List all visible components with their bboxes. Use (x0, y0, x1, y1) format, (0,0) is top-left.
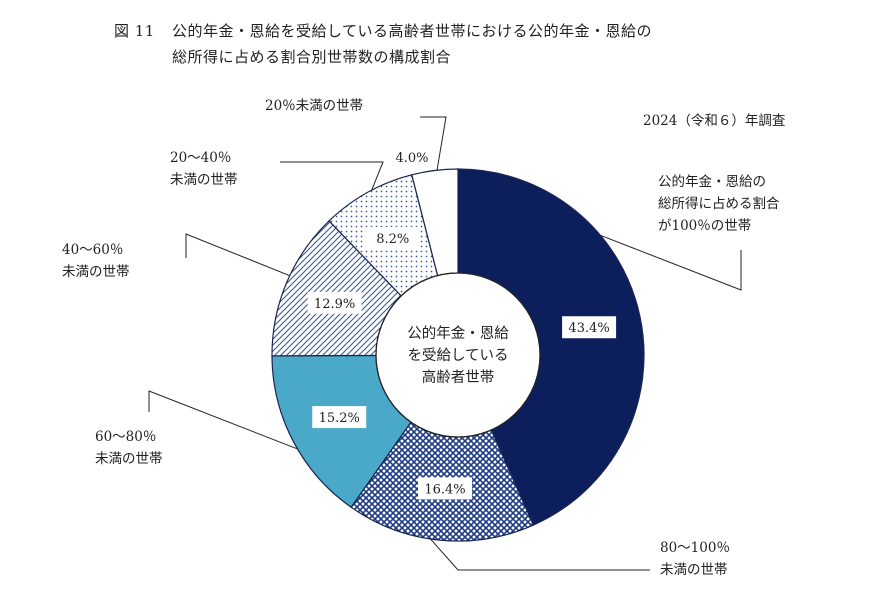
leader-lines (148, 116, 742, 571)
value-label-3: 12.9% (314, 297, 355, 312)
center-label: 公的年金・恩給を受給している高齢者世帯 (407, 325, 509, 386)
value-label-box-3 (307, 291, 362, 314)
leader-line-1 (430, 538, 650, 571)
category-label-1: 80～100％ 未満の世帯 (660, 540, 730, 578)
category-labels: 公的年金・恩給の総所得に占める割合が100％の世帯80～100％未満の世帯60～… (62, 98, 780, 578)
leader-line-4 (280, 161, 384, 191)
value-label-0: 43.4% (568, 321, 609, 336)
value-label-box-0 (562, 316, 617, 339)
category-label-4: 20～40％ 未満の世帯 (170, 150, 238, 188)
value-label-box-4 (365, 226, 420, 249)
leader-line-0 (600, 234, 742, 291)
leader-line-5 (420, 116, 447, 171)
figure-title-line-2: 総所得に占める割合別世帯数の構成割合 (172, 48, 451, 66)
category-label-2: 60～80％ 未満の世帯 (95, 429, 163, 467)
figure-title-line-1: 公的年金・恩給を受給している高齢者世帯における公的年金・恩給の (172, 22, 652, 40)
value-label-4: 8.2% (376, 232, 409, 247)
leader-line-2 (148, 390, 298, 450)
value-label-box-2 (312, 406, 367, 429)
category-label-2-line-1: 未満の世帯 (95, 451, 163, 467)
category-label-0-line-2: が100％の世帯 (658, 218, 751, 234)
center-label-line-2: 高齢者世帯 (422, 369, 495, 386)
value-label-box-1 (417, 477, 472, 500)
survey-note: 2024（令和６）年調査 (643, 113, 786, 129)
leader-line-3 (185, 233, 290, 277)
category-label-3-line-0: 40～60％ (62, 242, 123, 258)
category-label-5-line-0: 20％未満の世帯 (265, 98, 363, 114)
category-label-0: 公的年金・恩給の総所得に占める割合が100％の世帯 (658, 174, 780, 234)
category-label-4-line-0: 20～40％ (170, 150, 231, 166)
category-label-4-line-1: 未満の世帯 (170, 172, 238, 188)
category-label-5: 20％未満の世帯 (265, 98, 363, 114)
category-label-3: 40～60％ 未満の世帯 (62, 242, 130, 280)
value-labels: 43.4% 16.4% 15.2% 12.9% 8.2% 4.0% (307, 151, 617, 500)
category-label-1-line-1: 未満の世帯 (660, 562, 728, 578)
category-label-2-line-0: 60～80％ (95, 429, 156, 445)
category-label-1-line-0: 80～100％ (660, 540, 730, 556)
category-label-0-line-1: 総所得に占める割合 (658, 195, 780, 212)
center-label-line-1: を受給している (407, 347, 508, 364)
value-label-2: 15.2% (319, 411, 360, 426)
figure-number: 図 11 (114, 22, 155, 40)
category-label-0-line-0: 公的年金・恩給の (658, 174, 766, 190)
category-label-3-line-1: 未満の世帯 (62, 264, 130, 280)
donut-center-hole (375, 272, 541, 438)
value-label-5: 4.0% (395, 151, 428, 166)
value-label-1: 16.4% (424, 482, 465, 497)
center-label-line-0: 公的年金・恩給 (407, 325, 509, 342)
